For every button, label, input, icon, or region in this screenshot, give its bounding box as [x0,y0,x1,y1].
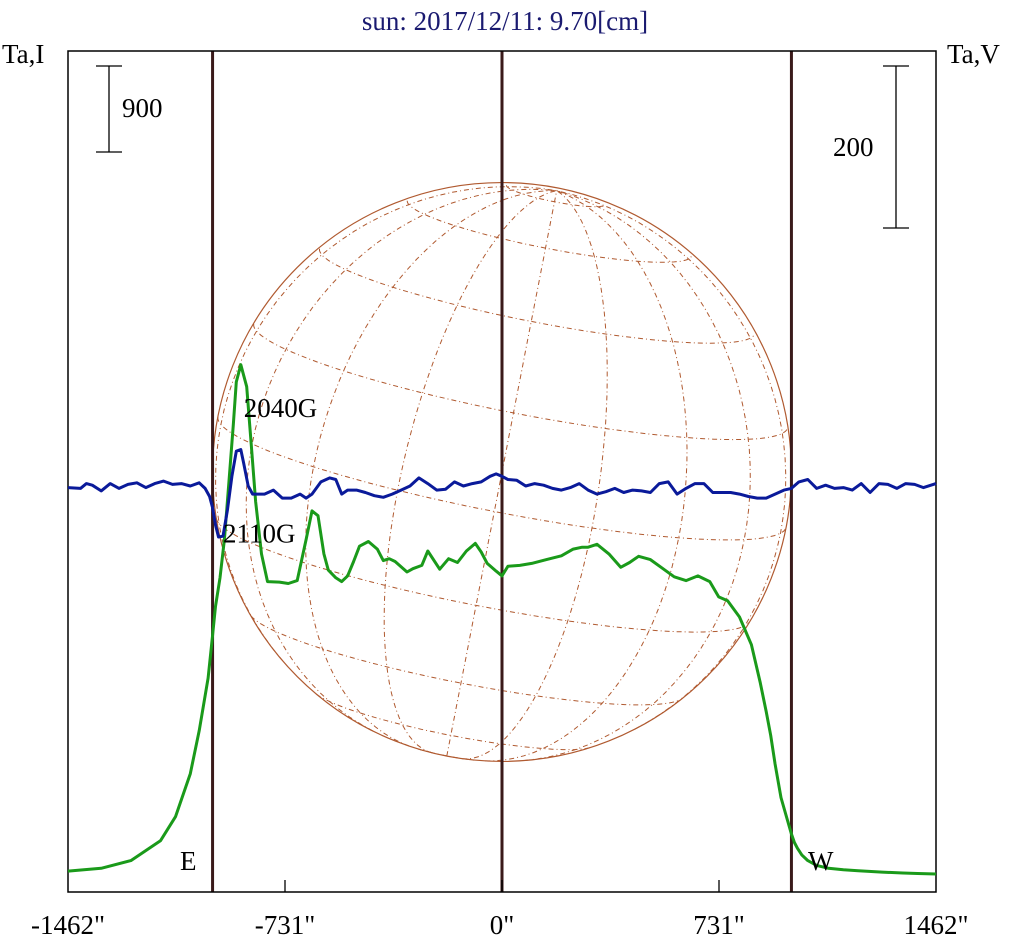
x-axis-ticks: -1462" -731" 0" 731" 1462" [31,880,969,940]
x-tick-label: 731" [693,910,745,940]
east-limb-label: E [180,846,197,876]
x-tick-label: -731" [255,910,316,940]
chart-title: sun: 2017/12/11: 9.70[cm] [362,6,648,36]
series-line-V [67,448,937,539]
annotations: 2040G 2110G [223,393,317,549]
limb-and-center-lines [211,51,793,892]
left-scale-value: 900 [122,93,163,123]
left-axis-label: Ta,I [2,39,44,69]
parallel-line [506,185,606,208]
series-line-I [67,363,937,876]
meridian-line [245,188,557,732]
meridian-line [556,190,787,730]
parallel-line [215,518,750,633]
meridian-line [305,190,557,747]
x-tick-label: 1462" [903,910,968,940]
meridian-line [524,190,751,761]
meridian-line [215,186,557,662]
right-scale-value: 200 [833,132,874,162]
x-tick-label: -1462" [31,910,105,940]
series-lines [67,363,937,876]
parallel-line [319,248,756,344]
field-annotation: 2040G [244,393,318,423]
field-annotation: 2110G [223,519,295,549]
right-axis-label: Ta,V [947,39,1000,69]
left-scale-bar: 900 [96,65,163,153]
parallel-line [417,748,477,761]
meridian-line [383,190,557,754]
meridian-line [446,190,558,757]
x-tick-label: 0" [490,910,515,940]
parallel-line [406,200,692,263]
meridian-line [462,190,608,760]
meridian-line [485,190,688,762]
right-scale-bar: 200 [833,65,909,229]
parallel-line [253,323,789,441]
west-limb-label: W [808,846,834,876]
parallel-line [316,693,592,751]
parallel-line [250,615,682,706]
